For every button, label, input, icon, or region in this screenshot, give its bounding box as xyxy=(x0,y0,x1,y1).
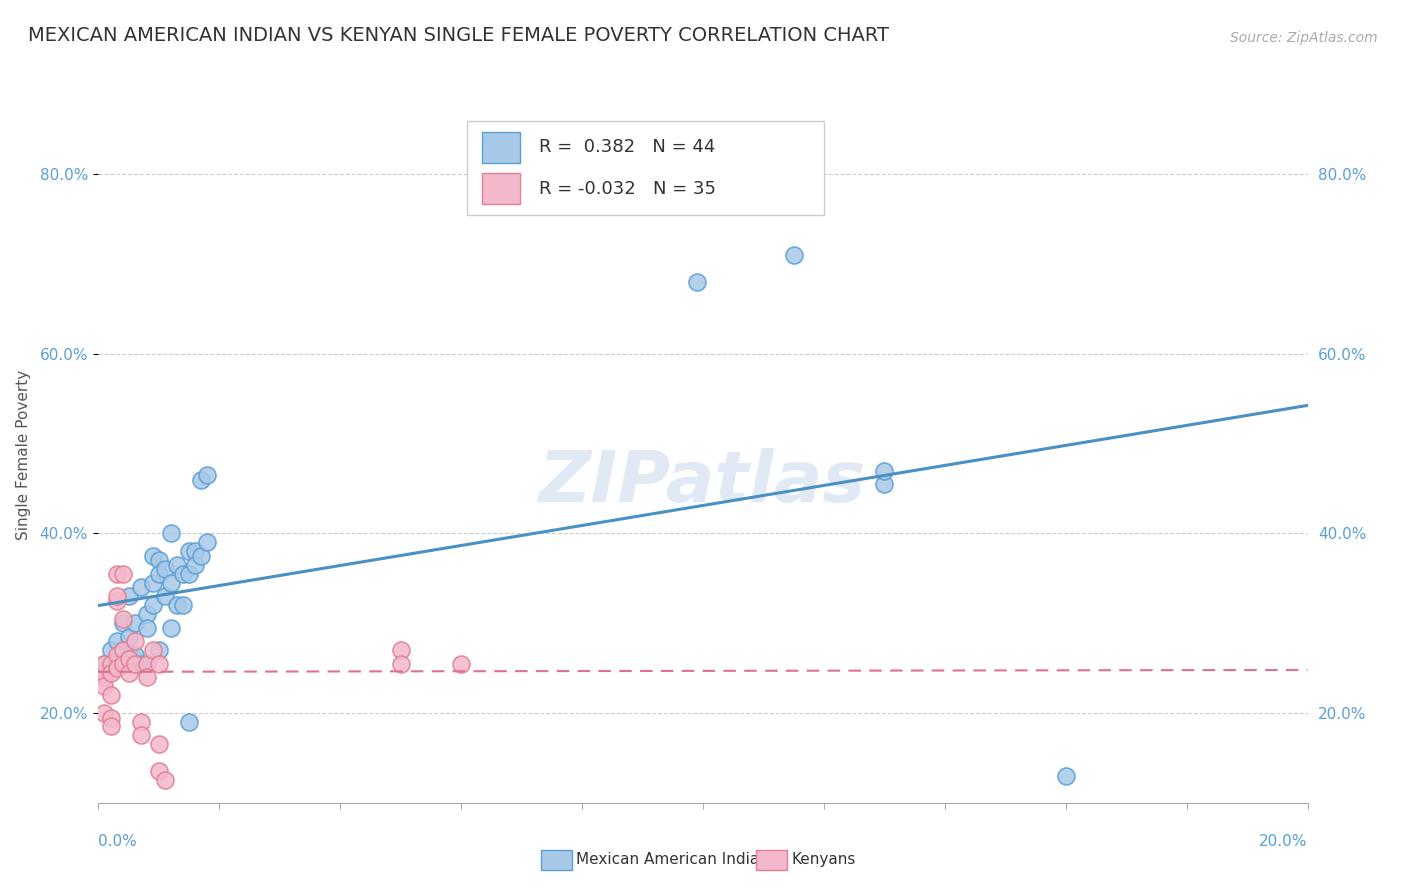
Point xyxy=(100,643,122,657)
Point xyxy=(111,657,134,671)
Point xyxy=(148,738,170,752)
Point xyxy=(148,566,170,581)
Point xyxy=(179,566,201,581)
Point xyxy=(142,643,165,657)
Y-axis label: Single Female Poverty: Single Female Poverty xyxy=(17,370,31,540)
Point xyxy=(160,526,183,541)
Point xyxy=(111,566,134,581)
Point xyxy=(1054,769,1077,783)
Point xyxy=(105,590,128,604)
Point xyxy=(129,714,152,729)
Text: Source: ZipAtlas.com: Source: ZipAtlas.com xyxy=(1230,30,1378,45)
Point xyxy=(142,549,165,563)
Text: Mexican American Indians: Mexican American Indians xyxy=(576,853,778,867)
Point xyxy=(190,473,212,487)
Point xyxy=(105,648,128,662)
Point xyxy=(111,616,134,631)
Point xyxy=(142,599,165,613)
Point xyxy=(686,275,709,289)
Point xyxy=(118,665,141,680)
Point xyxy=(118,630,141,644)
Point xyxy=(93,657,115,671)
Point xyxy=(179,544,201,558)
Point xyxy=(100,710,122,724)
Point xyxy=(93,706,115,720)
Point xyxy=(93,665,115,680)
Text: 20.0%: 20.0% xyxy=(1260,834,1308,849)
Point xyxy=(184,558,207,572)
Point xyxy=(184,544,207,558)
Point xyxy=(135,621,157,635)
FancyBboxPatch shape xyxy=(482,173,520,204)
Point xyxy=(389,643,412,657)
Point xyxy=(148,764,170,779)
Text: 0.0%: 0.0% xyxy=(98,834,138,849)
Point xyxy=(153,562,176,576)
Point xyxy=(105,661,128,675)
Point xyxy=(142,575,165,590)
Point xyxy=(166,558,188,572)
Point xyxy=(783,248,806,262)
Point xyxy=(135,657,157,671)
Point xyxy=(135,607,157,622)
Point xyxy=(118,648,141,662)
Point xyxy=(111,643,134,657)
Point xyxy=(124,657,146,671)
Point xyxy=(118,590,141,604)
Text: R =  0.382   N = 44: R = 0.382 N = 44 xyxy=(538,138,714,156)
Point xyxy=(160,575,183,590)
Point xyxy=(129,729,152,743)
Point xyxy=(172,566,194,581)
Point xyxy=(124,648,146,662)
Point xyxy=(118,652,141,666)
Point xyxy=(148,643,170,657)
FancyBboxPatch shape xyxy=(467,121,824,215)
Point xyxy=(100,719,122,733)
Point xyxy=(105,566,128,581)
Text: R = -0.032   N = 35: R = -0.032 N = 35 xyxy=(538,179,716,198)
Point xyxy=(124,634,146,648)
Point xyxy=(148,657,170,671)
Point xyxy=(195,535,218,549)
Point xyxy=(160,621,183,635)
Point xyxy=(111,612,134,626)
Point xyxy=(873,464,896,478)
Point xyxy=(111,643,134,657)
Point xyxy=(450,657,472,671)
Text: ZIPatlas: ZIPatlas xyxy=(540,449,866,517)
Point xyxy=(93,679,115,693)
Point xyxy=(148,553,170,567)
Point xyxy=(105,634,128,648)
FancyBboxPatch shape xyxy=(482,132,520,162)
Point xyxy=(93,670,115,684)
Point xyxy=(172,599,194,613)
Point xyxy=(166,599,188,613)
Point xyxy=(190,549,212,563)
Point xyxy=(105,594,128,608)
Point xyxy=(124,616,146,631)
Point xyxy=(129,657,152,671)
Point xyxy=(195,468,218,483)
Point xyxy=(100,665,122,680)
Point xyxy=(93,657,115,671)
Point xyxy=(153,773,176,788)
Text: MEXICAN AMERICAN INDIAN VS KENYAN SINGLE FEMALE POVERTY CORRELATION CHART: MEXICAN AMERICAN INDIAN VS KENYAN SINGLE… xyxy=(28,26,889,45)
Point xyxy=(100,688,122,702)
Point xyxy=(129,580,152,594)
Point xyxy=(389,657,412,671)
Point xyxy=(135,670,157,684)
Point xyxy=(105,652,128,666)
Point xyxy=(873,477,896,491)
Point xyxy=(100,657,122,671)
Point xyxy=(179,714,201,729)
Text: Kenyans: Kenyans xyxy=(792,853,856,867)
Point xyxy=(153,590,176,604)
